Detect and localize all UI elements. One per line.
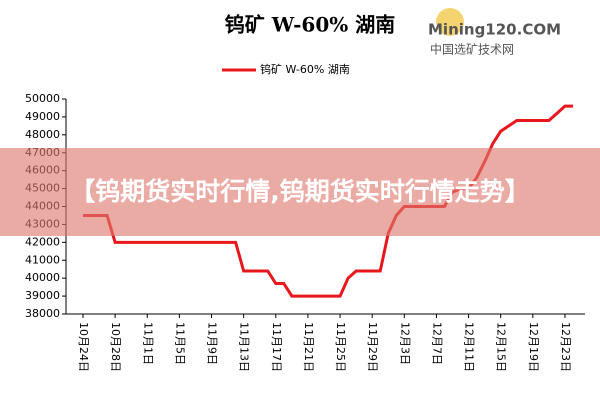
x-tick-label: 11月13日 bbox=[238, 322, 251, 372]
overlay-text: 【钨期货实时行情,钨期货实时行情走势】 bbox=[70, 177, 530, 206]
logo-globe bbox=[436, 8, 464, 36]
watermark-logo: Mining120.COM bbox=[428, 21, 561, 39]
x-tick-label: 11月17日 bbox=[270, 322, 283, 372]
x-tick-label: 11月21日 bbox=[302, 322, 315, 372]
chart-title: 钨矿 W-60% 湖南 bbox=[225, 13, 395, 37]
x-tick-label: 12月19日 bbox=[527, 322, 540, 372]
overlay-banner: 【钨期货实时行情,钨期货实时行情走势】 bbox=[0, 148, 600, 236]
x-tick-label: 12月7日 bbox=[430, 322, 443, 365]
x-tick-label: 11月5日 bbox=[173, 322, 186, 365]
y-tick-label: 48000 bbox=[25, 128, 60, 141]
x-tick-label: 11月9日 bbox=[206, 322, 219, 365]
x-tick-label: 12月11日 bbox=[463, 322, 476, 372]
x-tick-label: 11月29日 bbox=[366, 322, 379, 372]
x-tick-label: 11月1日 bbox=[141, 322, 154, 365]
y-tick-label: 41000 bbox=[25, 253, 60, 266]
legend-label: 钨矿 W-60% 湖南 bbox=[260, 63, 350, 76]
y-tick-label: 38000 bbox=[25, 307, 60, 320]
x-tick-label: 11月25日 bbox=[334, 322, 347, 372]
watermark-site: 中国选矿技术网 bbox=[430, 42, 514, 57]
y-tick-label: 50000 bbox=[25, 92, 60, 105]
x-tick-label: 10月28日 bbox=[109, 322, 122, 372]
watermark: Mining120.COM 中国选矿技术网 bbox=[428, 8, 561, 57]
y-tick-label: 42000 bbox=[25, 235, 60, 248]
x-tick-label: 12月23日 bbox=[559, 322, 572, 372]
y-tick-label: 39000 bbox=[25, 289, 60, 302]
y-tick-label: 40000 bbox=[25, 271, 60, 284]
x-tick-label: 10月24日 bbox=[77, 322, 90, 372]
y-tick-label: 49000 bbox=[25, 110, 60, 123]
x-tick-label: 12月3日 bbox=[398, 322, 411, 365]
x-tick-label: 12月15日 bbox=[495, 322, 508, 372]
data-line bbox=[83, 104, 573, 298]
